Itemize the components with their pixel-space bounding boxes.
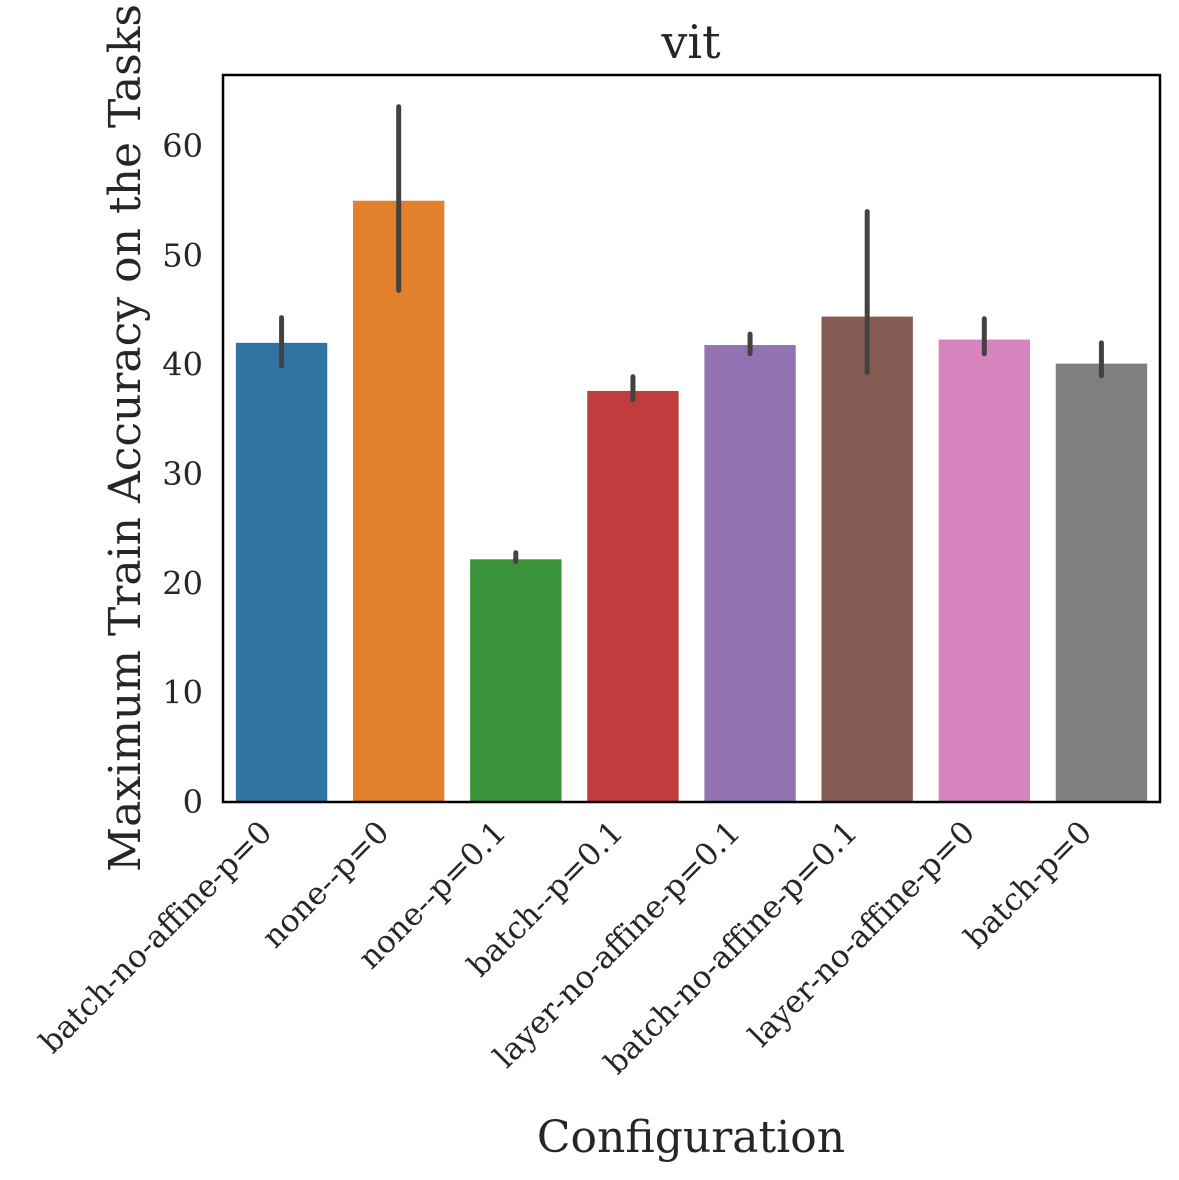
x-tick-label: batch-p=0: [958, 814, 1100, 956]
chart-title: vit: [660, 15, 721, 69]
y-tick-label: 50: [162, 236, 203, 274]
y-tick-label: 60: [162, 127, 203, 165]
bar-none--p=0.1: [470, 559, 562, 802]
bar-none--p=0: [353, 200, 445, 802]
bar-batch-no-affine-p=0: [235, 342, 328, 802]
y-tick-label: 0: [183, 783, 203, 821]
x-axis: batch-no-affine-p=0none--p=0none--p=0.1b…: [33, 814, 1099, 1081]
bar-batch-p=0: [1055, 363, 1148, 802]
bar-layer-no-affine-p=0: [938, 339, 1030, 802]
x-tick-label: layer-no-affine-p=0: [742, 814, 982, 1054]
plot-frame: [221, 73, 1162, 804]
bar-layer-no-affine-p=0.1: [704, 345, 796, 802]
x-tick-label: batch-no-affine-p=0: [33, 814, 279, 1060]
y-tick-label: 30: [162, 455, 203, 493]
x-axis-label: Configuration: [537, 1112, 845, 1163]
y-tick-label: 20: [162, 564, 203, 602]
y-tick-label: 40: [162, 346, 203, 384]
y-axis-label: Maximum Train Accuracy on the Tasks: [100, 4, 151, 872]
y-axis: 0 10 20 30 40 50 60: [162, 127, 203, 821]
y-tick-label: 10: [162, 674, 203, 712]
bar-batch-no-affine-p=0.1: [821, 316, 913, 802]
bar-batch--p=0.1: [587, 390, 679, 802]
plot-area: [235, 104, 1148, 802]
